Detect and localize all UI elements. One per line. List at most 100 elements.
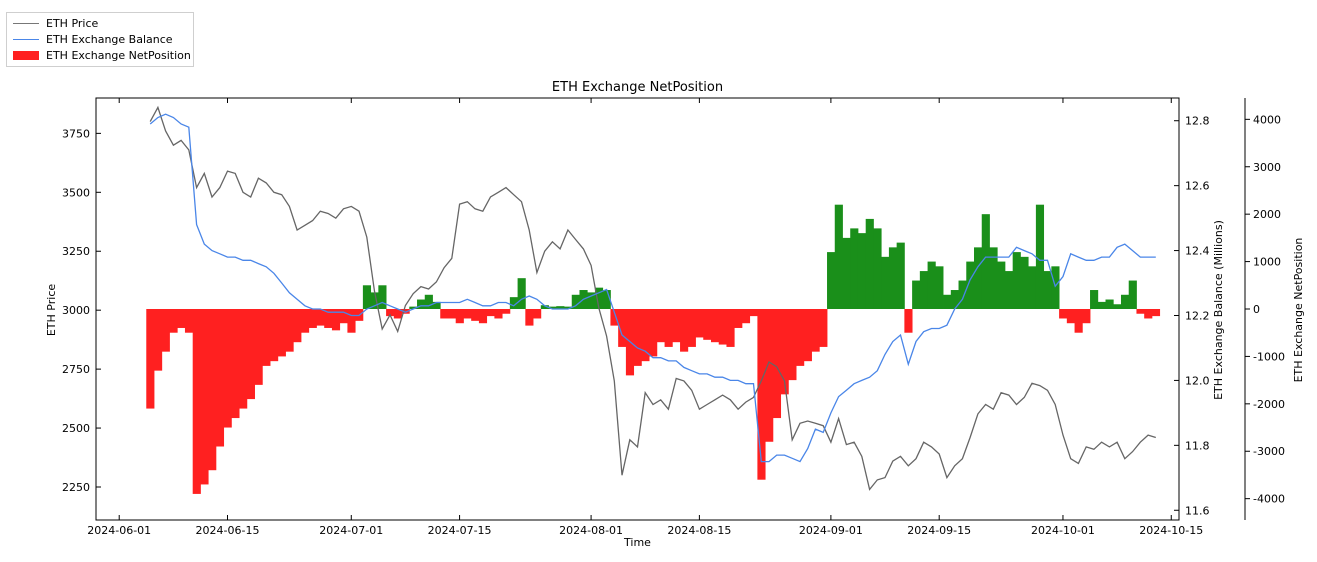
netposition-bar: [208, 309, 217, 471]
netposition-bar: [331, 309, 341, 331]
netposition-bar: [1059, 309, 1068, 319]
y-tick-label-right2: 1000: [1253, 256, 1281, 269]
y-tick-label-right: 12.8: [1185, 115, 1210, 128]
y-tick-label-right2: 4000: [1253, 113, 1281, 126]
x-tick-label: 2024-08-01: [559, 524, 623, 537]
netposition-bar: [548, 306, 557, 309]
y-tick-label-right2: -2000: [1253, 398, 1285, 411]
netposition-bar: [927, 261, 936, 309]
netposition-bar: [270, 309, 279, 362]
price-line: [149, 105, 1156, 491]
netposition-bar: [765, 309, 774, 442]
netposition-bar: [432, 301, 441, 309]
netposition-bar: [440, 309, 449, 319]
netposition-bar: [703, 309, 712, 340]
netposition-bar: [1020, 256, 1029, 309]
netposition-bar: [417, 299, 426, 309]
netposition-bar: [1120, 294, 1130, 309]
netposition-bar: [772, 309, 782, 419]
plot-frame: [95, 97, 1180, 521]
y-tick-label-right: 11.8: [1185, 439, 1210, 452]
netposition-bar: [223, 309, 232, 428]
netposition-bar: [672, 309, 681, 343]
netposition-bar: [308, 309, 317, 328]
netposition-bar: [393, 309, 402, 319]
netposition-bar: [1128, 280, 1137, 309]
netposition-bar: [362, 285, 372, 309]
netposition-bar: [912, 280, 921, 309]
y-tick-label-right: 12.4: [1185, 245, 1210, 258]
netposition-bar: [680, 309, 689, 352]
netposition-bar: [741, 309, 751, 324]
legend-label: ETH Price: [46, 16, 99, 30]
netposition-bar: [471, 309, 480, 321]
netposition-bar: [339, 309, 348, 324]
netposition-bar: [564, 306, 573, 309]
y-axis-label-right: ETH Exchange Balance (Millions): [1212, 220, 1225, 400]
netposition-bar: [796, 309, 805, 366]
y-tick-label-right2: -1000: [1253, 350, 1285, 363]
netposition-bar: [1043, 271, 1052, 309]
netposition-bar: [881, 256, 890, 309]
x-tick-label: 2024-06-01: [87, 524, 151, 537]
x-tick-label: 2024-07-15: [428, 524, 492, 537]
y-tick-label-right: 12.0: [1185, 374, 1210, 387]
netposition-bar: [811, 309, 820, 352]
netposition-bar: [618, 309, 627, 347]
netposition-bar: [1028, 266, 1037, 309]
y-tick-label-right: 12.2: [1185, 309, 1210, 322]
netposition-bar: [904, 309, 913, 333]
netposition-bar: [641, 309, 650, 362]
netposition-bar: [146, 309, 155, 409]
netposition-bar: [610, 309, 619, 326]
netposition-bar: [780, 309, 789, 395]
netposition-bar: [192, 309, 201, 494]
netposition-bar: [169, 309, 178, 333]
netposition-bar: [1074, 309, 1083, 333]
y-tick-label-right2: 0: [1253, 303, 1260, 316]
netposition-bar: [935, 266, 944, 309]
legend-swatch-netposition: [13, 50, 39, 60]
netposition-bar: [571, 294, 580, 309]
netposition-bar: [277, 309, 286, 357]
x-tick-label: 2024-07-01: [319, 524, 383, 537]
netposition-bar: [478, 309, 488, 324]
y-tick-label-right2: 2000: [1253, 208, 1281, 221]
netposition-bar: [602, 290, 611, 309]
legend-item-balance: ETH Exchange Balance: [13, 32, 173, 46]
x-tick-label: 2024-09-15: [907, 524, 971, 537]
y-tick-label-left: 3500: [62, 186, 90, 199]
netposition-bar: [633, 309, 642, 366]
netposition-bar: [1136, 309, 1145, 314]
legend-item-netposition: ETH Exchange NetPosition: [13, 48, 191, 62]
netposition-bar: [1066, 309, 1075, 324]
y-tick-label-right: 12.6: [1185, 180, 1210, 193]
netposition-bar: [378, 285, 387, 309]
netposition-bar: [231, 309, 240, 419]
netposition-bar: [974, 247, 983, 309]
netposition-bar: [850, 228, 859, 309]
netposition-bar: [455, 309, 464, 324]
series-lines: [149, 105, 1156, 491]
netposition-bar: [1004, 271, 1014, 309]
x-axis-label: Time: [623, 536, 651, 549]
y-tick-label-left: 3750: [62, 127, 90, 140]
netposition-bar: [757, 309, 766, 480]
netposition-bar: [834, 204, 843, 309]
netposition-bar: [184, 309, 194, 333]
netposition-bar: [262, 309, 271, 366]
netposition-bar: [710, 309, 720, 343]
netposition-bar: [200, 309, 209, 485]
netposition-bar: [509, 297, 518, 309]
balance-line: [149, 113, 1156, 463]
netposition-bar: [594, 287, 604, 309]
netposition-bar: [695, 309, 704, 338]
chart-title: ETH Exchange NetPosition: [552, 80, 723, 95]
netposition-bar: [888, 247, 898, 309]
netposition-bar: [687, 309, 696, 347]
netposition-bar: [447, 309, 457, 319]
y-tick-label-left: 3250: [62, 245, 90, 258]
x-tick-label: 2024-10-15: [1139, 524, 1203, 537]
y-tick-label-left: 3000: [62, 304, 90, 317]
netposition-bar: [966, 261, 975, 309]
